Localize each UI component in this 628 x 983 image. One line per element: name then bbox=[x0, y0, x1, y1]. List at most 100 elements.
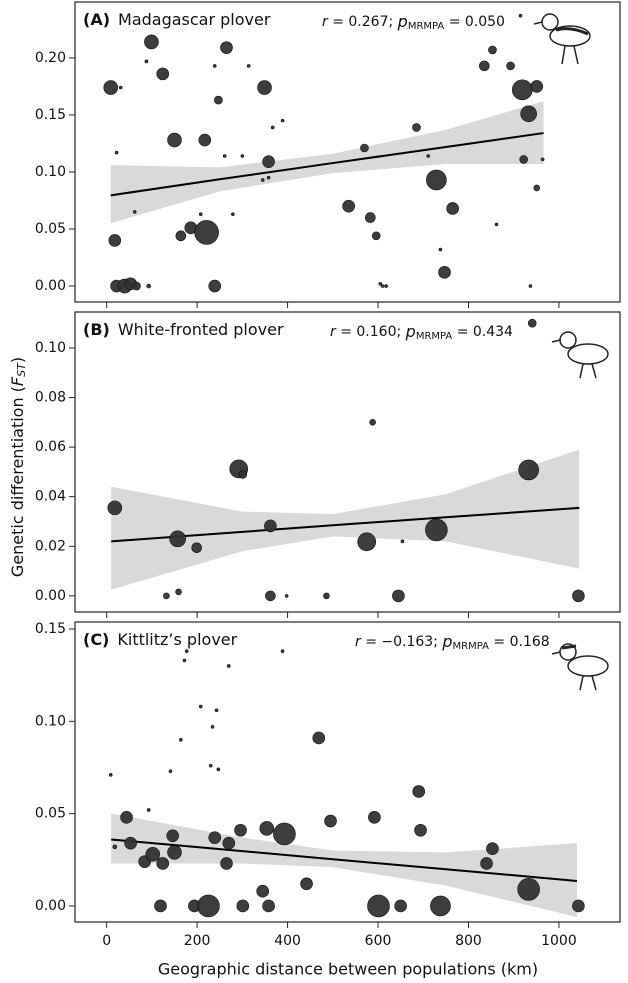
point bbox=[214, 95, 223, 105]
y-tick-label: 0.00 bbox=[35, 588, 66, 604]
point bbox=[120, 811, 133, 824]
point bbox=[400, 539, 405, 544]
point bbox=[426, 154, 431, 158]
stat-p-value: = 0.050 bbox=[444, 14, 505, 30]
point bbox=[378, 281, 383, 286]
panel: 0.00 0.05 0.10 0.15 0 200 400 600 800 1000 (C) Kitt… bbox=[35, 621, 621, 949]
point bbox=[426, 169, 447, 191]
point bbox=[146, 808, 151, 812]
y-tick-label: 0.08 bbox=[35, 390, 66, 406]
point bbox=[208, 763, 213, 768]
point bbox=[414, 823, 427, 837]
fit-line bbox=[110, 132, 544, 197]
point bbox=[114, 150, 119, 155]
stat-p-sub: MRMPA bbox=[453, 641, 490, 652]
stat-r: r bbox=[355, 634, 362, 650]
point bbox=[191, 542, 202, 554]
point bbox=[262, 155, 275, 168]
point bbox=[438, 266, 451, 279]
panel-frame bbox=[74, 621, 621, 923]
point bbox=[208, 279, 222, 293]
panel-heading: (C) Kittlitz’s plover bbox=[83, 630, 238, 649]
panel-label: (B) bbox=[83, 320, 110, 339]
point bbox=[132, 281, 141, 291]
panel-heading: (A) Madagascar plover bbox=[83, 10, 271, 29]
point bbox=[220, 857, 233, 870]
point bbox=[273, 822, 296, 846]
point bbox=[132, 210, 137, 214]
point bbox=[486, 842, 499, 856]
y-axis-title-part: ) bbox=[8, 357, 27, 363]
y-axis-title: Genetic differentiation (FST) bbox=[8, 357, 29, 577]
y-tick-label: 0.15 bbox=[35, 621, 66, 637]
confidence-band bbox=[111, 813, 578, 918]
stat-r-value: = 0.267; bbox=[328, 14, 398, 30]
point bbox=[198, 212, 203, 216]
point bbox=[446, 202, 459, 215]
point bbox=[367, 894, 390, 918]
x-tick-label: 600 bbox=[365, 933, 392, 949]
point bbox=[108, 773, 113, 777]
point bbox=[257, 80, 272, 95]
point bbox=[246, 64, 251, 68]
point bbox=[208, 831, 222, 844]
point bbox=[166, 829, 179, 843]
point bbox=[238, 470, 248, 479]
y-tick-label: 0.06 bbox=[35, 439, 66, 455]
stat-p-value: = 0.434 bbox=[452, 324, 513, 340]
stat-p-sub: MRMPA bbox=[416, 331, 453, 342]
y-tick-label: 0.00 bbox=[35, 278, 66, 294]
point bbox=[530, 80, 544, 93]
point bbox=[280, 118, 285, 123]
x-axis-title: Geographic distance between populations … bbox=[158, 960, 538, 979]
stat-r: r bbox=[330, 324, 337, 340]
point bbox=[259, 821, 275, 836]
point bbox=[438, 247, 443, 252]
point bbox=[412, 785, 426, 798]
y-axis-title-part: Genetic differentiation ( bbox=[8, 386, 27, 577]
y-axis-title-symbol: F bbox=[8, 376, 27, 386]
point bbox=[506, 61, 515, 71]
point bbox=[494, 222, 499, 227]
point bbox=[210, 725, 215, 729]
point bbox=[231, 212, 235, 216]
point bbox=[156, 67, 170, 81]
point bbox=[146, 283, 152, 289]
confidence-band bbox=[111, 449, 580, 590]
bird-icon bbox=[551, 643, 609, 691]
point bbox=[168, 769, 173, 773]
point bbox=[425, 518, 448, 542]
point bbox=[480, 857, 493, 870]
point bbox=[179, 737, 183, 742]
point bbox=[222, 154, 227, 158]
point bbox=[369, 419, 376, 426]
fit-line bbox=[111, 838, 578, 883]
point bbox=[360, 143, 369, 153]
point bbox=[368, 811, 381, 824]
point bbox=[216, 767, 221, 772]
point bbox=[108, 234, 122, 247]
point bbox=[167, 132, 182, 148]
point bbox=[214, 708, 219, 713]
point bbox=[265, 590, 276, 602]
y-tick-label: 0.15 bbox=[35, 107, 66, 123]
point bbox=[384, 284, 388, 288]
point bbox=[527, 318, 537, 328]
y-tick-label: 0.10 bbox=[35, 340, 66, 356]
stat-text: r = 0.267; pMRMPA = 0.050 bbox=[322, 12, 505, 33]
y-tick-label: 0.10 bbox=[35, 164, 66, 180]
point bbox=[197, 894, 220, 918]
panel-label: (C) bbox=[83, 630, 109, 649]
fit-line bbox=[111, 506, 580, 543]
panel-frame bbox=[74, 311, 621, 613]
point bbox=[112, 844, 118, 850]
point bbox=[107, 500, 123, 516]
point bbox=[144, 34, 159, 50]
point bbox=[270, 125, 275, 130]
y-tick-label: 0.00 bbox=[35, 898, 66, 914]
x-tick-label: 800 bbox=[455, 933, 482, 949]
point bbox=[184, 649, 189, 653]
point bbox=[222, 836, 236, 850]
